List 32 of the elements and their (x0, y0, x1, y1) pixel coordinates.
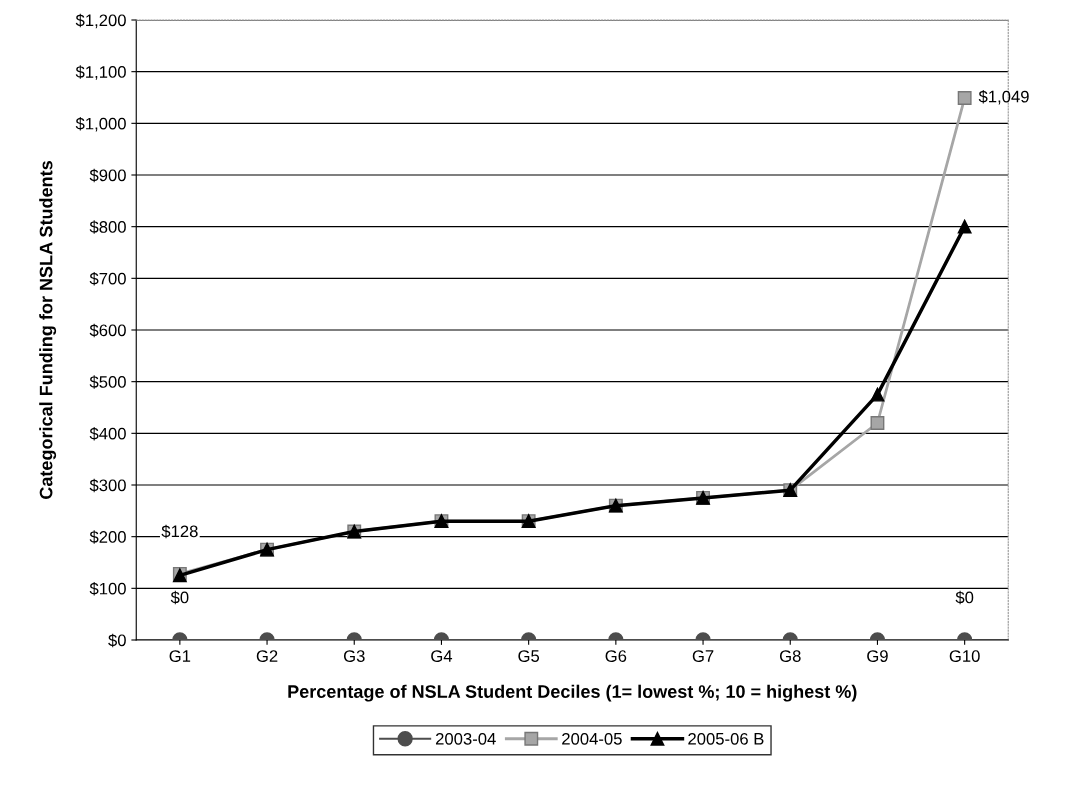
y-axis-title: Categorical Funding for NSLA Students (39, 161, 57, 499)
y-tick-label: $600 (89, 323, 126, 338)
y-tick-label: $1,000 (75, 117, 126, 132)
data-label: $0 (955, 590, 974, 605)
legend-label: 2004-05 (562, 732, 622, 745)
y-tick-label: $1,200 (75, 13, 126, 29)
legend-label: 2003-04 (435, 732, 496, 745)
x-tick-label: G4 (431, 650, 453, 662)
x-tick-label: G1 (169, 650, 191, 662)
x-axis-title: Percentage of NSLA Student Deciles (1= lowest %; 10 = highest %) (288, 684, 857, 702)
y-tick-label: $1,100 (75, 65, 126, 80)
data-label: $128 (161, 524, 198, 539)
y-tick-label: $200 (89, 530, 126, 544)
y-tick-label: $500 (89, 375, 126, 389)
y-tick-label: $800 (89, 220, 126, 234)
x-tick-label: G5 (518, 650, 540, 662)
x-tick-label: G8 (779, 650, 801, 662)
y-tick-label: $900 (89, 168, 126, 183)
y-tick-label: $300 (89, 478, 126, 493)
x-tick-label: G2 (256, 650, 278, 662)
legend-label: 2005-06 B (688, 732, 764, 745)
y-tick-label: $100 (89, 582, 126, 596)
y-tick-label: $0 (108, 633, 126, 648)
x-tick-label: G3 (343, 650, 365, 662)
x-tick-label: G9 (867, 650, 888, 662)
data-label: $0 (170, 590, 189, 605)
y-tick-label: $700 (89, 272, 126, 286)
x-tick-label: G10 (949, 650, 980, 662)
x-tick-label: G7 (692, 650, 714, 662)
x-tick-label: G6 (605, 650, 627, 662)
data-label: $1,049 (978, 89, 1029, 105)
y-tick-label: $400 (89, 427, 126, 441)
